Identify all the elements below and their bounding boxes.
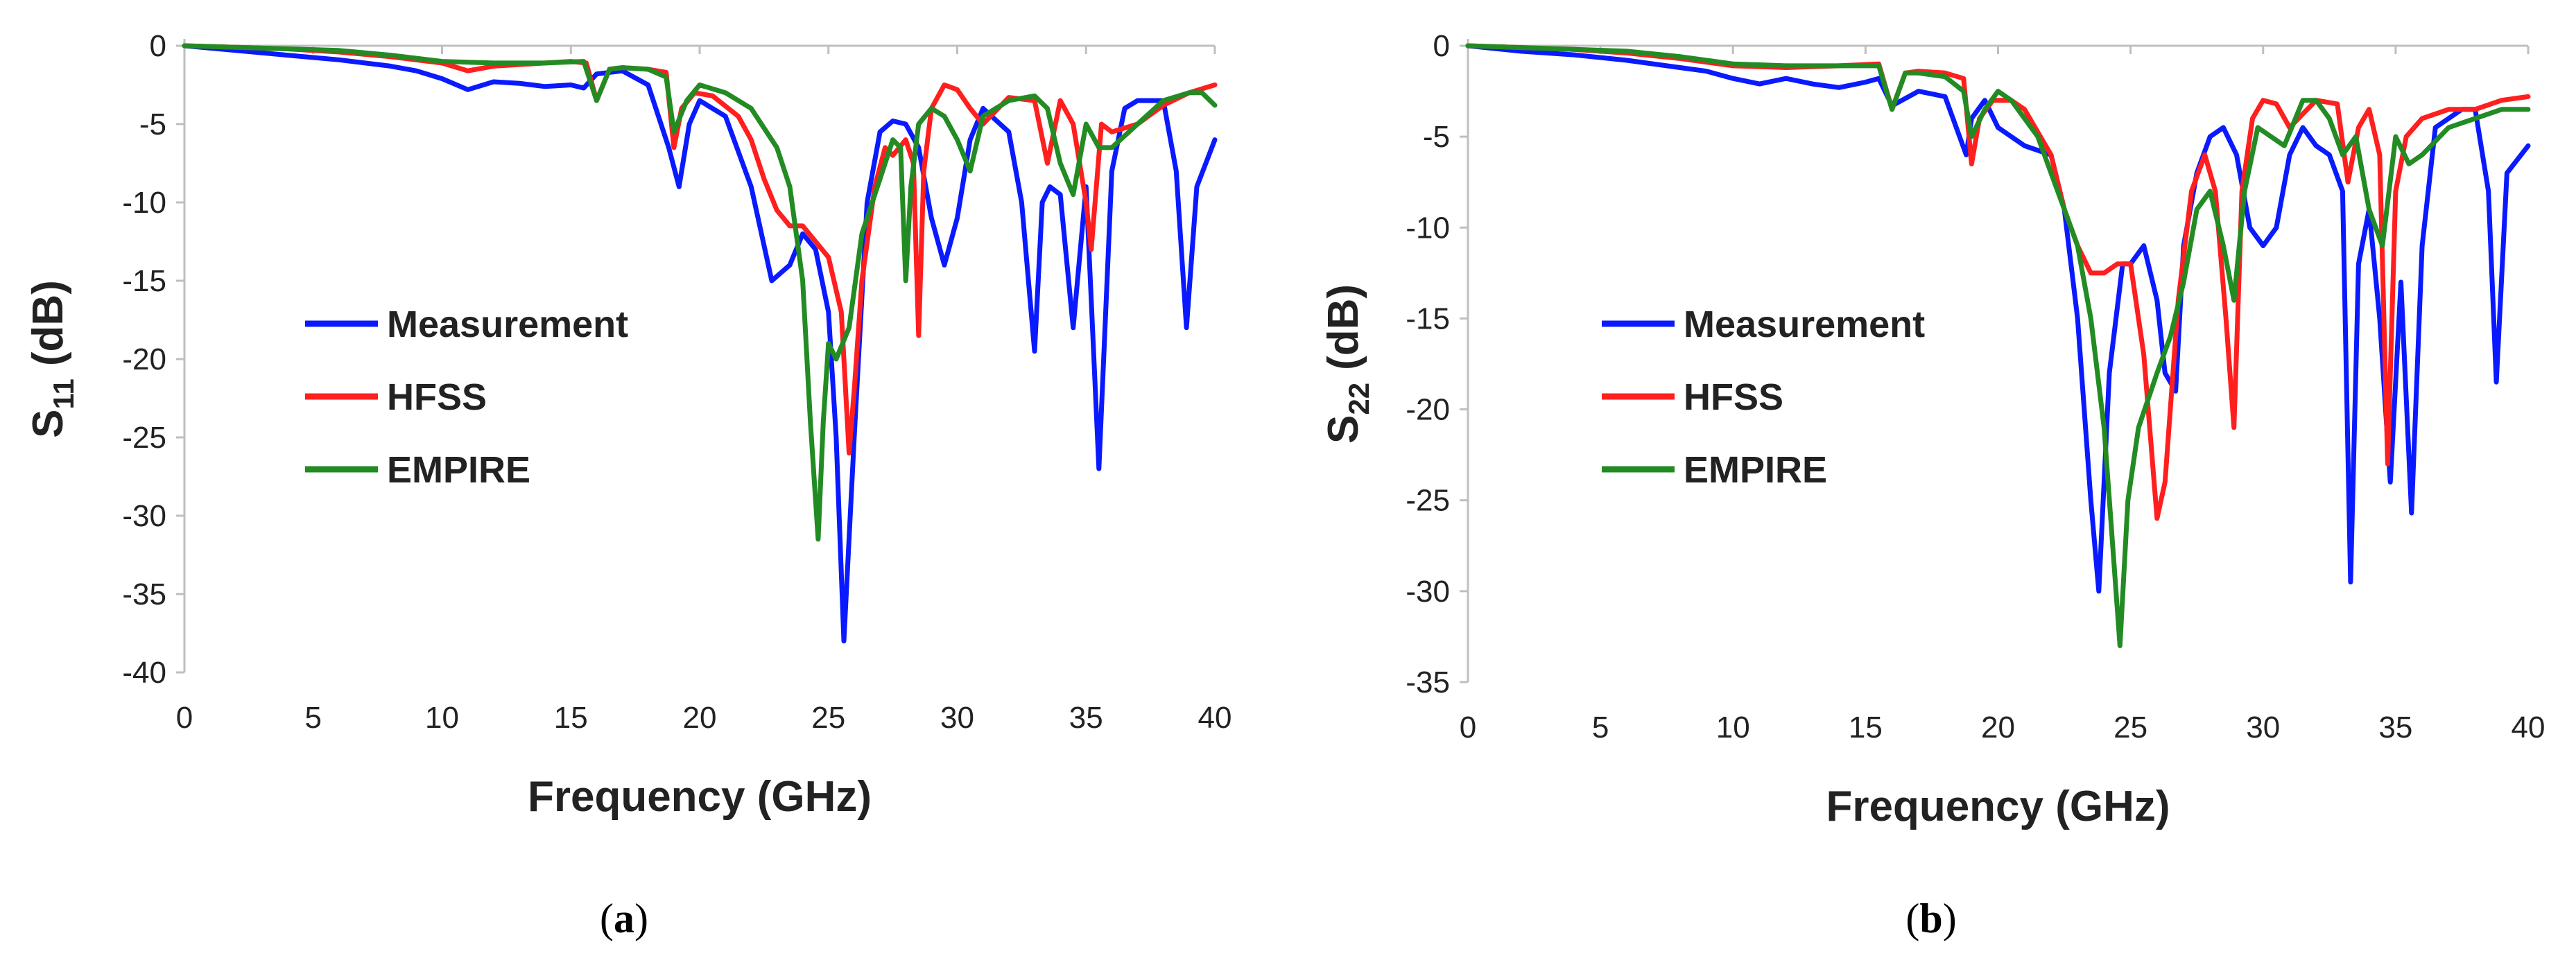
panel-caption: (a): [600, 896, 648, 941]
x-tick-label: 10: [1716, 711, 1750, 744]
y-tick-label: -15: [122, 264, 166, 298]
panel-caption-letter: a: [614, 896, 634, 941]
x-tick-label: 30: [940, 701, 974, 735]
y-tick-label: -25: [1406, 484, 1450, 518]
panel-caption: (b): [1905, 896, 1956, 941]
y-tick-label: -15: [1406, 302, 1450, 336]
x-tick-label: 15: [554, 701, 588, 735]
chart-panel-a: 0 -5 -10 -15 -20 -25 -30 -35 -40 0 5 10 15 20 25 30 35 40…: [24, 29, 1231, 941]
y-tick-label: -10: [122, 186, 166, 220]
y-axis-title: S22 (dB): [1320, 284, 1375, 444]
x-tick-label: 0: [1460, 711, 1476, 744]
legend-label-empire: EMPIRE: [1684, 449, 1827, 491]
series-line-empire: [1465, 43, 2531, 648]
series-line-measurement: [182, 43, 1218, 644]
y-tick-label: -10: [1406, 211, 1450, 245]
legend-label-empire: EMPIRE: [387, 449, 530, 491]
x-tick-label: 40: [2512, 711, 2545, 744]
x-tick-label: 10: [425, 701, 459, 735]
x-tick-label: 5: [1592, 711, 1609, 744]
y-tick-label: -5: [139, 107, 166, 141]
y-tick-label: -20: [1406, 393, 1450, 427]
series-line-measurement: [1465, 43, 2531, 594]
y-tick-label: 0: [1433, 29, 1450, 63]
legend-label-measurement: Measurement: [387, 304, 628, 345]
y-axis-title-unit: (dB): [24, 280, 72, 366]
panel-caption-letter: b: [1919, 896, 1942, 941]
y-tick-label: -30: [122, 499, 166, 533]
x-tick-label: 20: [683, 701, 717, 735]
y-axis-title-subscript: 22: [1342, 383, 1375, 415]
y-tick-label: -30: [1406, 575, 1450, 609]
y-tick-label: -5: [1423, 120, 1450, 154]
y-axis-title: S11 (dB): [24, 280, 80, 438]
y-tick-label: -20: [122, 342, 166, 376]
y-tick-label: -40: [122, 656, 166, 690]
x-tick-label: 25: [2113, 711, 2147, 744]
legend-label-hfss: HFSS: [1684, 376, 1783, 418]
y-axis-title-main: S: [1320, 415, 1367, 444]
x-tick-label: 30: [2246, 711, 2280, 744]
x-tick-label: 25: [811, 701, 845, 735]
legend-label-hfss: HFSS: [387, 376, 487, 418]
x-axis-title: Frequency (GHz): [1826, 783, 2170, 830]
x-axis-title: Frequency (GHz): [528, 773, 872, 821]
y-axis-title-subscript: 11: [47, 378, 80, 409]
chart-panel-b: 0 -5 -10 -15 -20 -25 -30 -35 0 5 10 15 20 25 30 35 40 Mea…: [1320, 29, 2545, 941]
y-tick-label: 0: [150, 29, 166, 63]
x-tick-label: 15: [1849, 711, 1883, 744]
x-tick-label: 0: [176, 701, 193, 735]
y-tick-label: -25: [122, 421, 166, 455]
x-tick-label: 40: [1198, 701, 1232, 735]
x-tick-label: 35: [2378, 711, 2412, 744]
y-tick-label: -35: [122, 577, 166, 611]
x-tick-label: 20: [1981, 711, 2015, 744]
x-tick-label: 5: [305, 701, 322, 735]
y-axis-title-main: S: [24, 410, 72, 438]
x-tick-label: 35: [1069, 701, 1103, 735]
y-tick-label: -35: [1406, 665, 1450, 699]
y-axis-title-unit: (dB): [1320, 284, 1367, 370]
legend-label-measurement: Measurement: [1684, 304, 1925, 345]
series-line-empire: [182, 43, 1218, 542]
